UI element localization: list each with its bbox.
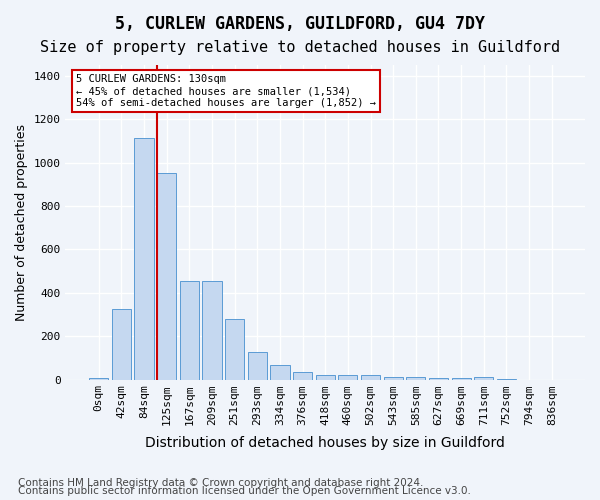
Text: 5 CURLEW GARDENS: 130sqm
← 45% of detached houses are smaller (1,534)
54% of sem: 5 CURLEW GARDENS: 130sqm ← 45% of detach… — [76, 74, 376, 108]
Bar — [225, 319, 244, 380]
Bar — [270, 366, 290, 380]
Bar — [179, 281, 199, 380]
Bar — [429, 378, 448, 380]
Text: Contains public sector information licensed under the Open Government Licence v3: Contains public sector information licen… — [18, 486, 471, 496]
Bar — [338, 375, 358, 380]
Bar — [316, 375, 335, 380]
Bar — [134, 138, 154, 380]
Bar — [361, 375, 380, 380]
Bar — [406, 378, 425, 380]
Y-axis label: Number of detached properties: Number of detached properties — [15, 124, 28, 321]
Bar — [474, 378, 493, 380]
Bar — [452, 378, 471, 380]
Bar — [497, 379, 516, 380]
Text: Size of property relative to detached houses in Guildford: Size of property relative to detached ho… — [40, 40, 560, 55]
Text: Contains HM Land Registry data © Crown copyright and database right 2024.: Contains HM Land Registry data © Crown c… — [18, 478, 424, 488]
Bar — [157, 174, 176, 380]
Bar — [383, 378, 403, 380]
Text: 5, CURLEW GARDENS, GUILDFORD, GU4 7DY: 5, CURLEW GARDENS, GUILDFORD, GU4 7DY — [115, 15, 485, 33]
Bar — [202, 281, 221, 380]
Bar — [89, 378, 108, 380]
Bar — [112, 309, 131, 380]
Bar — [248, 352, 267, 380]
Bar — [293, 372, 312, 380]
X-axis label: Distribution of detached houses by size in Guildford: Distribution of detached houses by size … — [145, 436, 505, 450]
